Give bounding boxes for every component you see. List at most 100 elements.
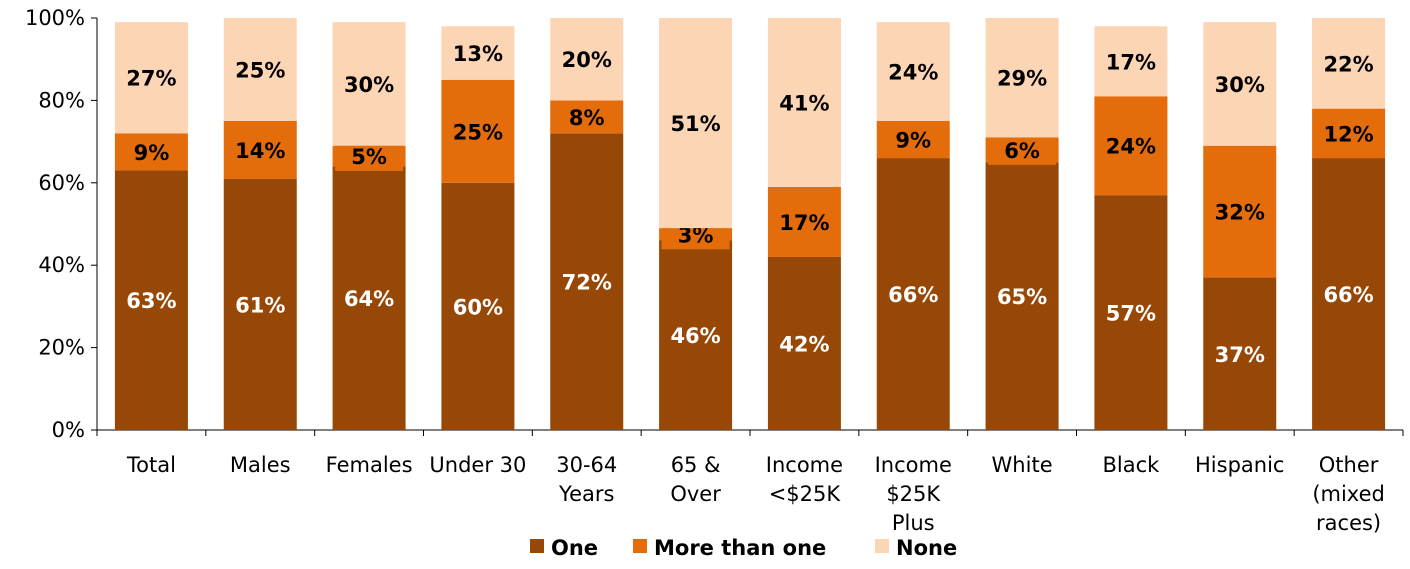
bar-segment-more-than-one — [767, 186, 841, 257]
data-label: 64% — [344, 287, 394, 311]
data-label: 57% — [1106, 302, 1156, 326]
data-label: 24% — [888, 61, 938, 85]
legend-label: One — [551, 536, 598, 560]
bar-segment-none — [1094, 26, 1168, 97]
data-label: 30% — [344, 73, 394, 97]
x-category-label: Under 30 — [429, 453, 526, 477]
y-tick-label: 100% — [25, 6, 85, 30]
data-label: 12% — [1323, 122, 1373, 146]
data-label: 46% — [670, 324, 720, 348]
data-label: 25% — [235, 59, 285, 83]
bar-segment-none — [876, 22, 950, 121]
data-label: 42% — [779, 332, 829, 356]
bar-segment-one — [876, 158, 950, 430]
x-category-label: $25K — [886, 482, 941, 506]
x-category-label: (mixed — [1312, 482, 1385, 506]
bar-segment-one — [767, 256, 841, 430]
y-tick-label: 40% — [38, 253, 85, 277]
data-label: 66% — [888, 283, 938, 307]
bar-segment-none — [223, 18, 297, 121]
bar-segment-more-than-one — [1094, 96, 1168, 196]
bar-segment-none — [659, 18, 733, 229]
y-tick-label: 60% — [38, 171, 85, 195]
data-label: 14% — [235, 139, 285, 163]
data-label: 24% — [1106, 135, 1156, 159]
bar-segment-more-than-one — [441, 79, 515, 183]
data-label: 25% — [453, 120, 503, 144]
bar-segment-one — [1094, 195, 1168, 430]
bar-segment-more-than-one — [1203, 145, 1277, 278]
data-label: 63% — [126, 289, 176, 313]
data-label: 13% — [453, 42, 503, 66]
y-tick-label: 80% — [38, 88, 85, 112]
bar-segment-one — [114, 170, 188, 430]
bar-segment-one — [441, 182, 515, 430]
data-label: 51% — [670, 112, 720, 136]
bar-segment-none — [1312, 18, 1386, 109]
data-label-backing — [335, 141, 404, 172]
bar-segment-none — [332, 22, 406, 146]
bar-segment-none — [1203, 22, 1277, 146]
x-category-label: Females — [326, 453, 413, 477]
x-category-label: <$25K — [769, 482, 842, 506]
data-label: 9% — [895, 129, 931, 153]
legend-swatch — [633, 539, 647, 553]
bar-segment-more-than-one — [223, 121, 297, 179]
data-label: 66% — [1323, 283, 1373, 307]
data-label: 37% — [1215, 343, 1265, 367]
y-tick-label: 0% — [52, 418, 85, 442]
legend-label: None — [896, 536, 957, 560]
bar-segment-one — [985, 162, 1059, 430]
bar-segment-one — [550, 133, 624, 431]
data-label: 6% — [1004, 139, 1040, 163]
bar-segment-one — [332, 166, 406, 430]
data-label: 8% — [569, 106, 605, 130]
legend-swatch — [530, 539, 544, 553]
x-category-label: Income — [875, 453, 952, 477]
data-label: 20% — [562, 48, 612, 72]
x-category-label: Years — [558, 482, 614, 506]
x-category-label: Hispanic — [1195, 453, 1284, 477]
bar-segment-none — [767, 18, 841, 187]
x-category-label: Total — [126, 453, 176, 477]
data-label: 17% — [1106, 50, 1156, 74]
bar-segment-none — [114, 22, 188, 134]
data-label: 9% — [134, 141, 170, 165]
x-category-label: Other — [1319, 453, 1379, 477]
bar-segment-one — [1312, 158, 1386, 430]
legend-swatch — [875, 539, 889, 553]
data-label: 27% — [126, 67, 176, 91]
x-category-label: Plus — [892, 511, 935, 535]
bar-segment-one — [659, 240, 733, 430]
x-category-label: Income — [766, 453, 843, 477]
data-label: 65% — [997, 285, 1047, 309]
bar-segment-more-than-one — [114, 133, 188, 171]
bar-segment-none — [985, 18, 1059, 138]
y-tick-label: 20% — [38, 336, 85, 360]
bar-segment-one — [1203, 277, 1277, 430]
bar-segment-more-than-one — [876, 121, 950, 159]
x-category-label: 65 & — [671, 453, 721, 477]
data-label: 5% — [351, 145, 387, 169]
data-label: 61% — [235, 293, 285, 317]
bar-segment-one — [223, 178, 297, 430]
x-category-label: Over — [670, 482, 721, 506]
x-category-label: Males — [230, 453, 291, 477]
data-label-backing — [988, 134, 1057, 165]
data-label: 30% — [1215, 73, 1265, 97]
data-label: 72% — [562, 271, 612, 295]
data-label: 60% — [453, 295, 503, 319]
data-label: 29% — [997, 67, 1047, 91]
x-category-label: 30-64 — [556, 453, 617, 477]
bar-segment-more-than-one — [550, 100, 624, 134]
data-label: 17% — [779, 211, 829, 235]
bar-segment-none — [550, 18, 624, 101]
x-category-label: races) — [1316, 511, 1381, 535]
x-category-label: Black — [1103, 453, 1161, 477]
x-category-label: White — [992, 453, 1053, 477]
bar-segment-none — [441, 26, 515, 80]
data-label: 32% — [1215, 201, 1265, 225]
bar-segment-more-than-one — [1312, 108, 1386, 159]
